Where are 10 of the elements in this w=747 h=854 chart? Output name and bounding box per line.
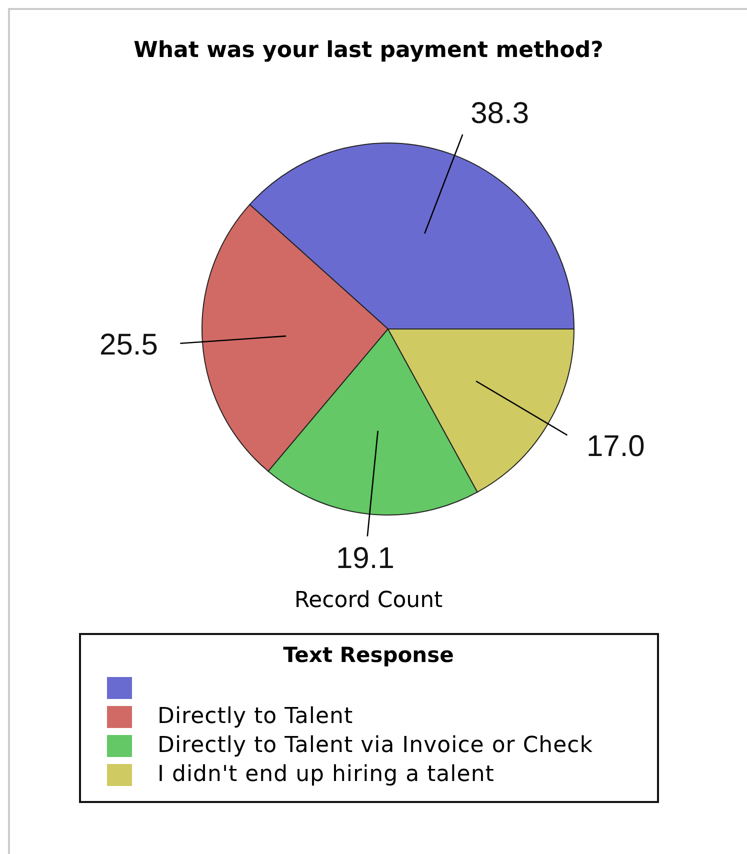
text: Record Count [293,588,444,613]
data-label: 17.0 [586,430,644,464]
legend-label: Directly to Talent via Invoice or Check [158,733,593,758]
legend-title: Text Response [282,643,455,667]
data-label: 38.3 [470,97,529,130]
legend-label: Directly to Talent [158,704,354,729]
chart-title: What was your last payment method? [132,37,604,63]
legend-label: I didn't end up hiring a talent [158,762,494,787]
data-label: 25.5 [99,328,158,362]
data-label: 19.1 [335,542,394,576]
